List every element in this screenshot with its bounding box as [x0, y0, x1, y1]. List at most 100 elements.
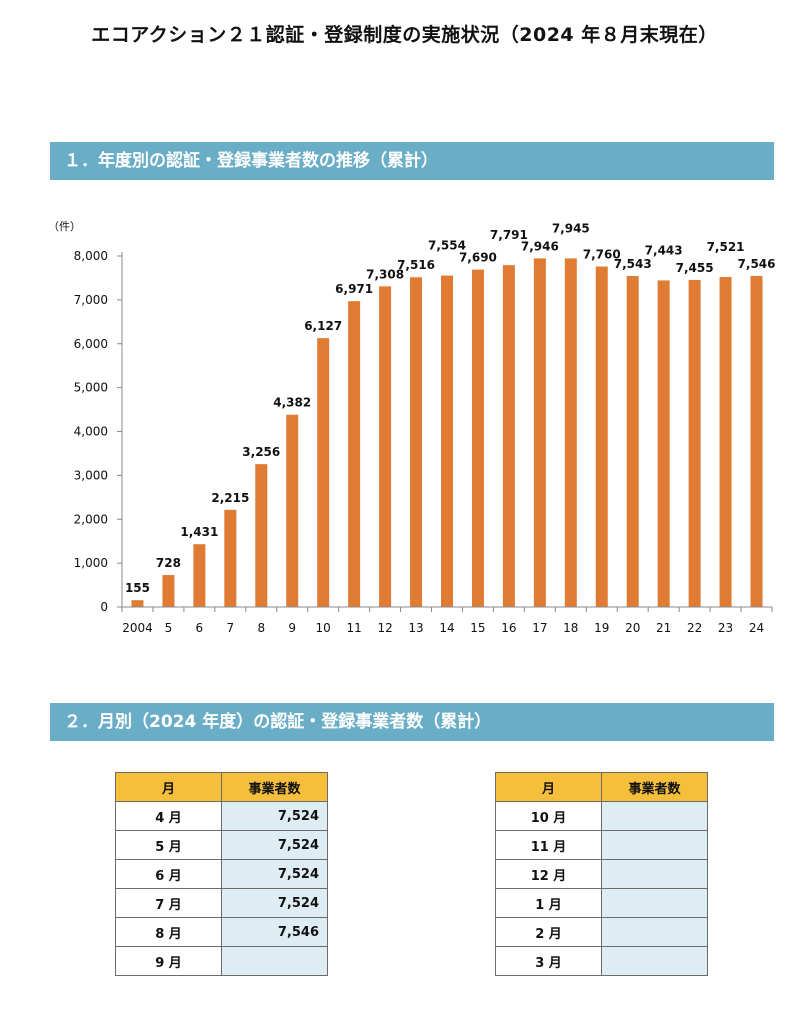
bar [719, 277, 732, 607]
month-cell: 4 月 [115, 801, 222, 831]
month-cell: 2 月 [495, 917, 602, 947]
table-row: 8 月 7,546 [115, 917, 328, 947]
bar-value-label: 7,554 [428, 239, 466, 253]
bar [657, 280, 670, 607]
y-tick-label: 8,000 [74, 249, 108, 263]
x-tick-label: 12 [377, 621, 392, 635]
y-tick-label: 0 [100, 600, 108, 614]
x-tick-label: 20 [625, 621, 640, 635]
bar [626, 276, 639, 607]
x-tick-label: 23 [718, 621, 733, 635]
bar-value-label: 7,516 [397, 258, 435, 272]
table-row: 7 月 7,524 [115, 888, 328, 918]
y-tick-label: 3,000 [74, 468, 108, 482]
section-1-heading: １．年度別の認証・登録事業者数の推移（累計） [50, 142, 774, 180]
x-tick-label: 19 [594, 621, 609, 635]
count-cell: 7,524 [221, 830, 328, 860]
bar [317, 338, 330, 607]
bar-value-label: 6,971 [335, 282, 373, 296]
bar [441, 275, 453, 607]
table-row: 3 月 [495, 946, 708, 976]
bar [502, 265, 515, 607]
count-cell [601, 946, 708, 976]
y-tick-label: 6,000 [74, 337, 108, 351]
month-cell: 12 月 [495, 859, 602, 889]
bar-value-label: 7,945 [552, 221, 590, 235]
x-tick-label: 5 [165, 621, 173, 635]
month-cell: 10 月 [495, 801, 602, 831]
bar-value-label: 6,127 [304, 319, 342, 333]
document-title: エコアクション２１認証・登録制度の実施状況（2024 年８月末現在） [91, 24, 718, 46]
month-cell: 9 月 [115, 946, 222, 976]
bar [255, 464, 268, 607]
month-cell: 8 月 [115, 917, 222, 947]
table-row: 10 月 [495, 801, 708, 831]
monthly-table-apr-sep: 月 事業者数 4 月 7,524 5 月 7,524 6 月 7,524 7 月 7,5… [115, 772, 328, 976]
x-tick-label: 8 [257, 621, 265, 635]
x-tick-label: 22 [687, 621, 702, 635]
y-tick-label: 4,000 [74, 425, 108, 439]
table-header-row: 月 事業者数 [495, 772, 708, 802]
y-tick-label: 1,000 [74, 556, 108, 570]
bar [533, 258, 546, 607]
x-tick-label: 21 [656, 621, 671, 635]
bar [162, 575, 175, 607]
x-tick-label: 14 [439, 621, 454, 635]
count-cell [601, 859, 708, 889]
bar-value-label: 7,543 [614, 257, 652, 271]
x-tick-label: 18 [563, 621, 578, 635]
bar [286, 414, 299, 607]
table-row: 12 月 [495, 859, 708, 889]
annual-registrations-bar-chart: （件） 0 1,000 2,000 3,000 4,000 5,000 6,000 7,000… [48, 220, 776, 635]
month-cell: 7 月 [115, 888, 222, 918]
x-tick-label: 17 [532, 621, 547, 635]
bar-value-label: 3,256 [242, 445, 280, 459]
bar [410, 277, 423, 607]
month-cell: 6 月 [115, 859, 222, 889]
y-tick-label: 5,000 [74, 381, 108, 395]
bar-value-label: 1,431 [180, 525, 218, 539]
count-column-header: 事業者数 [601, 772, 708, 802]
x-tick-label: 15 [470, 621, 485, 635]
bar-value-label: 2,215 [211, 491, 249, 505]
bar-value-label: 7,791 [490, 228, 528, 242]
table-row: 6 月 7,524 [115, 859, 328, 889]
bar [595, 266, 608, 607]
table-row: 11 月 [495, 830, 708, 860]
month-column-header: 月 [495, 772, 602, 802]
section-2-heading: ２．月別（2024 年度）の認証・登録事業者数（累計） [50, 703, 774, 741]
bar-value-label: 7,308 [366, 267, 404, 281]
bar [131, 600, 144, 607]
count-cell: 7,524 [221, 859, 328, 889]
x-tick-label: 7 [227, 621, 235, 635]
table-header-row: 月 事業者数 [115, 772, 328, 802]
x-tick-label: 11 [347, 621, 362, 635]
bar [379, 286, 392, 607]
count-cell: 7,546 [221, 917, 328, 947]
bar-value-label: 7,455 [676, 261, 714, 275]
bar-value-label: 7,946 [521, 239, 559, 253]
y-tick-label: 2,000 [74, 512, 108, 526]
count-cell [601, 888, 708, 918]
count-cell [601, 801, 708, 831]
x-tick-label: 16 [501, 621, 516, 635]
monthly-table-oct-mar: 月 事業者数 10 月 11 月 12 月 1 月 2 月 3 月 [495, 772, 708, 976]
bar [224, 509, 237, 607]
x-tick-label: 13 [408, 621, 423, 635]
table-row: 9 月 [115, 946, 328, 976]
bar [193, 544, 206, 607]
bar [750, 275, 763, 607]
count-cell [601, 830, 708, 860]
x-axis-labels: 2004 5 6 7 8 9 10 11 12 13 14 15 16 17 18 19 20 21 22 23 24 [121, 607, 773, 635]
chart-bars: 155 728 1,431 2,215 3,256 4,382 6,127 6,9717,30… [125, 221, 776, 607]
count-column-header: 事業者数 [221, 772, 328, 802]
y-axis-unit-label: （件） [48, 220, 81, 233]
bar-value-label: 728 [156, 556, 181, 570]
bar-value-label: 4,382 [273, 396, 311, 410]
month-cell: 3 月 [495, 946, 602, 976]
y-tick-label: 7,000 [74, 293, 108, 307]
count-cell: 7,524 [221, 888, 328, 918]
count-cell [221, 946, 328, 976]
x-tick-label: 10 [316, 621, 331, 635]
x-tick-label: 9 [288, 621, 296, 635]
